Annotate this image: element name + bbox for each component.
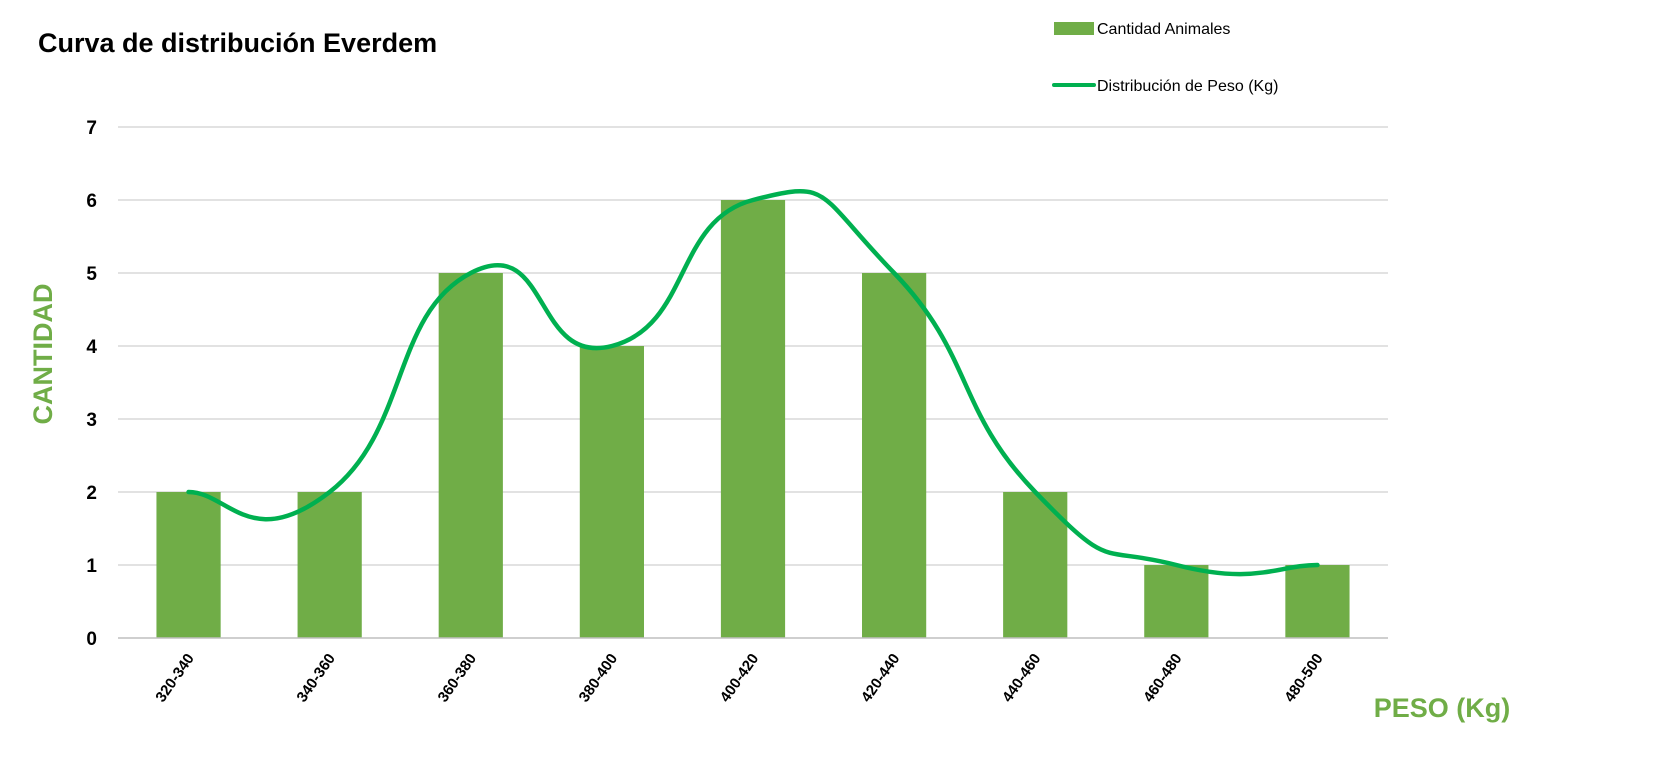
y-axis-label: CANTIDAD — [28, 284, 58, 425]
x-tick-label: 400-420 — [717, 651, 763, 706]
y-tick-label: 3 — [86, 410, 97, 431]
bar-320-340 — [156, 492, 221, 638]
bar-series — [156, 200, 1350, 638]
legend-label-bar: Cantidad Animales — [1097, 21, 1230, 38]
x-tick-label: 440-460 — [999, 651, 1045, 706]
x-tick-label: 460-480 — [1140, 651, 1186, 706]
bar-420-440 — [862, 273, 927, 638]
legend-swatch-bar — [1054, 22, 1094, 35]
y-tick-label: 0 — [86, 629, 97, 650]
bar-480-500 — [1285, 565, 1350, 638]
distribution-curve — [186, 188, 1320, 577]
y-tick-label: 1 — [86, 556, 97, 577]
bar-360-380 — [438, 273, 503, 638]
bar-340-360 — [297, 492, 362, 638]
y-axis-ticks: 0 1 2 3 4 5 6 7 — [86, 118, 97, 650]
x-tick-label: 340-360 — [293, 651, 339, 706]
x-tick-label: 380-400 — [576, 651, 622, 706]
x-axis-ticks: 320-340 340-360 360-380 380-400 400-420 420-4… — [152, 651, 1326, 706]
legend-label-line: Distribución de Peso (Kg) — [1097, 78, 1278, 95]
bar-380-400 — [579, 346, 644, 638]
bar-460-480 — [1144, 565, 1209, 638]
x-tick-label: 480-500 — [1281, 651, 1327, 706]
legend: Cantidad Animales Distribución de Peso (… — [1052, 21, 1278, 95]
x-tick-label: 420-440 — [858, 651, 904, 706]
x-tick-label: 320-340 — [152, 651, 198, 706]
y-tick-label: 7 — [86, 118, 97, 139]
y-tick-label: 6 — [86, 191, 97, 212]
bar-400-420 — [720, 200, 786, 638]
x-tick-label: 360-380 — [435, 651, 481, 706]
x-axis-label: PESO (Kg) — [1374, 693, 1511, 723]
chart-title: Curva de distribución Everdem — [38, 28, 437, 58]
y-tick-label: 2 — [86, 483, 97, 504]
y-tick-label: 5 — [86, 264, 97, 285]
y-tick-label: 4 — [86, 337, 97, 358]
